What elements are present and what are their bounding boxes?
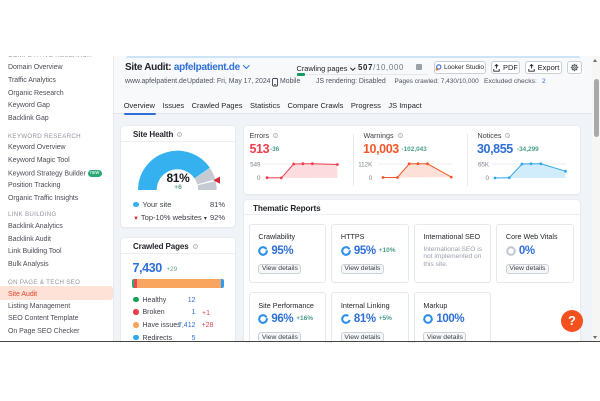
svg-text:549: 549: [250, 162, 261, 169]
svg-text:0: 0: [368, 175, 372, 182]
svg-text:0: 0: [485, 175, 489, 182]
svg-text:65K: 65K: [477, 162, 489, 169]
svg-text:0: 0: [257, 175, 261, 182]
svg-text:112K: 112K: [358, 162, 373, 169]
